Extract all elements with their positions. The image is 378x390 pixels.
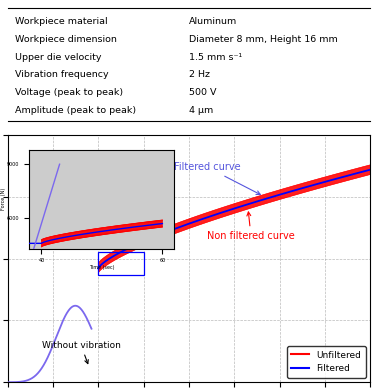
Legend: Unfiltered, Filtered: Unfiltered, Filtered: [287, 346, 366, 378]
Text: Without vibration: Without vibration: [42, 340, 121, 363]
Text: Non filtered curve: Non filtered curve: [207, 212, 295, 241]
Text: 2% reduction: 2% reduction: [64, 188, 129, 198]
Text: Upper die velocity: Upper die velocity: [15, 53, 101, 62]
Text: Filtered curve: Filtered curve: [174, 162, 260, 195]
Text: Amplitude (peak to peak): Amplitude (peak to peak): [15, 106, 136, 115]
Text: 1.5 mm s⁻¹: 1.5 mm s⁻¹: [189, 53, 242, 62]
Text: Aluminum: Aluminum: [189, 17, 237, 26]
Text: 4 μm: 4 μm: [189, 106, 213, 115]
Text: Diameter 8 mm, Height 16 mm: Diameter 8 mm, Height 16 mm: [189, 35, 338, 44]
Text: 2 Hz: 2 Hz: [189, 71, 210, 80]
Bar: [98, 252, 144, 275]
Text: Vibration frequency: Vibration frequency: [15, 71, 108, 80]
Text: Voltage (peak to peak): Voltage (peak to peak): [15, 89, 123, 98]
Text: Workpiece material: Workpiece material: [15, 17, 107, 26]
Text: 500 V: 500 V: [189, 89, 217, 98]
Text: Workpiece dimension: Workpiece dimension: [15, 35, 117, 44]
